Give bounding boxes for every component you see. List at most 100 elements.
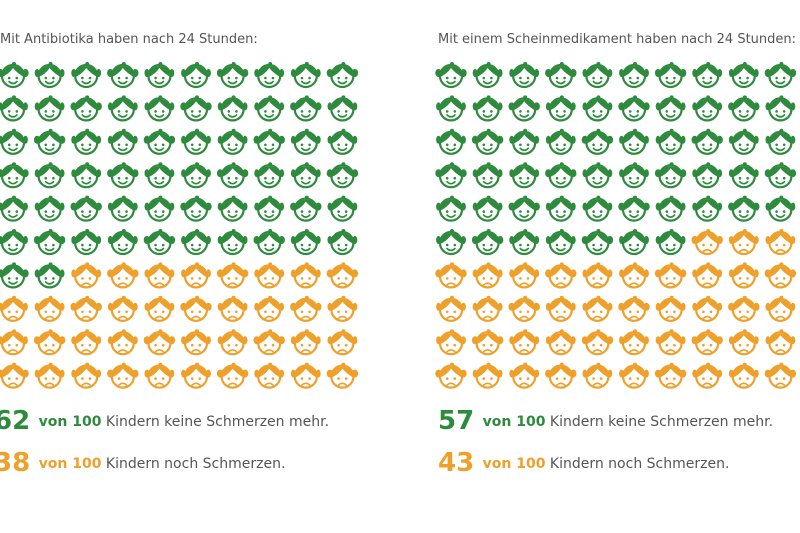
sad-child-face-icon bbox=[582, 362, 613, 389]
happy-child-face-icon bbox=[436, 128, 466, 155]
happy-child-face-icon bbox=[144, 62, 175, 89]
happy-child-face-icon bbox=[728, 128, 759, 155]
happy-child-face-icon bbox=[71, 62, 102, 89]
sad-child-face-icon bbox=[545, 362, 577, 389]
placebo-pain-count: 43 bbox=[438, 448, 475, 478]
happy-child-face-icon bbox=[180, 195, 212, 222]
happy-child-face-icon bbox=[290, 62, 321, 89]
happy-child-face-icon bbox=[472, 195, 503, 222]
sad-child-face-icon bbox=[107, 362, 139, 389]
placebo-panel: Mit einem Scheinmedikament haben nach 24… bbox=[435, 0, 800, 533]
sad-child-face-icon bbox=[144, 295, 175, 322]
happy-child-face-icon bbox=[71, 162, 102, 189]
happy-child-face-icon bbox=[34, 162, 65, 189]
happy-child-face-icon bbox=[765, 195, 796, 222]
sad-child-face-icon bbox=[144, 262, 175, 289]
sad-child-face-icon bbox=[290, 329, 321, 356]
sad-child-face-icon bbox=[692, 362, 723, 389]
sad-child-face-icon bbox=[34, 362, 65, 389]
sad-child-face-icon bbox=[581, 329, 614, 356]
happy-child-face-icon bbox=[764, 62, 797, 89]
sad-child-face-icon bbox=[618, 295, 650, 322]
happy-child-face-icon bbox=[728, 162, 759, 189]
sad-child-face-icon bbox=[0, 362, 29, 389]
happy-child-face-icon bbox=[619, 162, 649, 189]
sad-child-face-icon bbox=[655, 329, 686, 356]
happy-child-face-icon bbox=[290, 195, 322, 222]
happy-child-face-icon bbox=[508, 95, 540, 122]
happy-child-face-icon bbox=[692, 95, 723, 122]
sad-child-face-icon bbox=[254, 295, 285, 322]
sad-child-face-icon bbox=[619, 362, 649, 389]
happy-child-face-icon bbox=[217, 128, 248, 155]
happy-child-face-icon bbox=[581, 229, 614, 256]
sad-child-face-icon bbox=[327, 329, 358, 356]
happy-child-face-icon bbox=[545, 95, 576, 122]
happy-child-face-icon bbox=[472, 162, 503, 189]
sad-child-face-icon bbox=[327, 295, 358, 322]
sad-child-face-icon bbox=[107, 295, 138, 322]
happy-child-face-icon bbox=[217, 95, 248, 122]
happy-child-face-icon bbox=[582, 195, 613, 222]
sad-child-face-icon bbox=[217, 329, 248, 356]
happy-child-face-icon bbox=[618, 195, 650, 222]
sad-child-face-icon bbox=[0, 295, 28, 322]
sad-child-face-icon bbox=[765, 329, 796, 356]
sad-child-face-icon bbox=[582, 262, 613, 289]
happy-child-face-icon bbox=[765, 95, 796, 122]
happy-child-face-icon bbox=[216, 62, 249, 89]
antibiotics-panel: Mit Antibiotika haben nach 24 Stunden: 6… bbox=[0, 0, 374, 533]
sad-child-face-icon bbox=[290, 262, 321, 289]
happy-child-face-icon bbox=[545, 162, 577, 189]
antibiotics-no-pain-text: Kindern keine Schmerzen mehr. bbox=[105, 414, 330, 430]
happy-child-face-icon bbox=[254, 162, 285, 189]
happy-child-face-icon bbox=[545, 62, 577, 89]
happy-child-face-icon bbox=[728, 62, 759, 89]
happy-child-face-icon bbox=[107, 62, 139, 89]
sad-child-face-icon bbox=[655, 295, 686, 322]
happy-child-face-icon bbox=[691, 128, 723, 155]
happy-child-face-icon bbox=[436, 95, 466, 122]
happy-child-face-icon bbox=[581, 128, 614, 155]
happy-child-face-icon bbox=[436, 229, 466, 256]
sad-child-face-icon bbox=[619, 329, 649, 356]
sad-child-face-icon bbox=[691, 229, 723, 256]
happy-child-face-icon bbox=[290, 229, 321, 256]
sad-child-face-icon bbox=[728, 262, 759, 289]
antibiotics-panel-title: Mit Antibiotika haben nach 24 Stunden: bbox=[0, 32, 258, 47]
sad-child-face-icon bbox=[71, 262, 102, 289]
antibiotics-face-grid bbox=[0, 62, 359, 389]
sad-child-face-icon bbox=[765, 295, 796, 322]
sad-child-face-icon bbox=[471, 329, 504, 356]
happy-child-face-icon bbox=[107, 195, 138, 222]
happy-child-face-icon bbox=[655, 95, 686, 122]
sad-child-face-icon bbox=[654, 362, 687, 389]
happy-child-face-icon bbox=[509, 229, 540, 256]
placebo-no-pain-text: Kindern keine Schmerzen mehr. bbox=[549, 414, 774, 430]
sad-child-face-icon bbox=[71, 362, 102, 389]
happy-child-face-icon bbox=[728, 95, 760, 122]
happy-child-face-icon bbox=[436, 195, 466, 222]
happy-child-face-icon bbox=[472, 95, 503, 122]
sad-child-face-icon bbox=[436, 295, 466, 322]
sad-child-face-icon bbox=[619, 262, 649, 289]
sad-child-face-icon bbox=[692, 262, 723, 289]
happy-child-face-icon bbox=[545, 229, 576, 256]
antibiotics-pain-line: 38 von 100 Kindern noch Schmerzen. bbox=[0, 448, 285, 478]
happy-child-face-icon bbox=[70, 95, 102, 122]
antibiotics-pain-count: 38 bbox=[0, 448, 31, 478]
happy-child-face-icon bbox=[435, 62, 467, 89]
happy-child-face-icon bbox=[509, 62, 540, 89]
sad-child-face-icon bbox=[545, 262, 577, 289]
happy-child-face-icon bbox=[253, 229, 285, 256]
happy-child-face-icon bbox=[71, 229, 102, 256]
sad-child-face-icon bbox=[33, 329, 66, 356]
placebo-no-pain-line: 57 von 100 Kindern keine Schmerzen mehr. bbox=[438, 406, 773, 436]
happy-child-face-icon bbox=[472, 62, 503, 89]
sad-child-face-icon bbox=[764, 362, 797, 389]
sad-child-face-icon bbox=[764, 262, 797, 289]
sad-child-face-icon bbox=[181, 329, 211, 356]
antibiotics-no-pain-of-total: von 100 bbox=[38, 414, 102, 430]
sad-child-face-icon bbox=[765, 229, 796, 256]
sad-child-face-icon bbox=[107, 262, 139, 289]
